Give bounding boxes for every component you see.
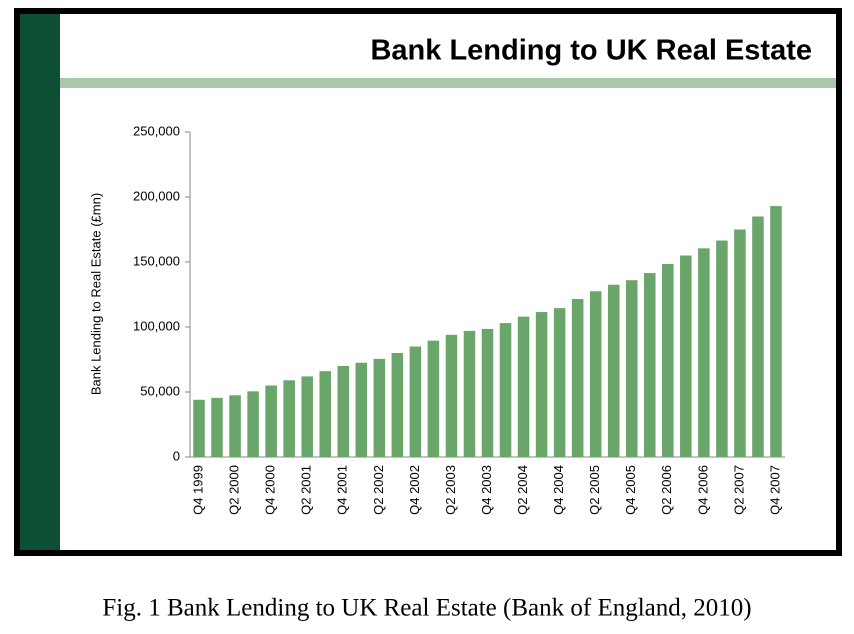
bar <box>355 362 368 457</box>
bar <box>409 346 422 457</box>
bar <box>211 397 223 457</box>
x-tick-label: Q4 2005 <box>623 465 638 515</box>
x-tick-label: Q4 2002 <box>407 465 422 515</box>
x-tick-label: Q2 2003 <box>443 465 458 515</box>
bar <box>229 395 241 457</box>
y-tick-label: 50,000 <box>140 383 180 398</box>
chart-title: Bank Lending to UK Real Estate <box>370 35 812 67</box>
x-tick-label: Q2 2005 <box>587 465 602 515</box>
x-tick-label: Q4 2004 <box>551 465 566 515</box>
title-rule <box>60 78 836 88</box>
x-tick-label: Q2 2002 <box>371 465 386 515</box>
bar <box>698 248 710 457</box>
bar <box>607 284 620 457</box>
side-stripe <box>20 14 60 550</box>
x-tick-label: Q4 2001 <box>335 465 350 515</box>
y-tick-label: 100,000 <box>133 318 180 333</box>
bar <box>445 334 458 457</box>
bar <box>193 399 205 457</box>
y-tick-label: 0 <box>173 448 180 463</box>
bar <box>265 385 277 457</box>
bar <box>463 330 476 457</box>
x-tick-label: Q4 2007 <box>767 465 782 515</box>
x-tick-label: Q2 2007 <box>731 465 746 515</box>
y-axis-label: Bank Lending to Real Estate (£mn) <box>88 193 103 395</box>
x-tick-label: Q2 2001 <box>299 465 314 515</box>
y-tick-label: 150,000 <box>133 253 180 268</box>
bar <box>734 229 746 457</box>
bar <box>283 380 295 457</box>
bar <box>337 366 350 457</box>
caption: Fig. 1 Bank Lending to UK Real Estate (B… <box>102 595 751 622</box>
bar <box>752 216 764 457</box>
x-tick-label: Q2 2004 <box>515 465 530 515</box>
bar <box>662 263 674 457</box>
x-tick-label: Q2 2000 <box>227 465 242 515</box>
x-tick-label: Q4 1999 <box>190 465 205 515</box>
bar <box>589 291 602 457</box>
bar <box>571 299 584 457</box>
x-tick-label: Q4 2003 <box>479 465 494 515</box>
bar <box>680 255 692 457</box>
bar <box>373 358 386 457</box>
bar <box>319 371 331 457</box>
bar <box>535 312 548 457</box>
bar <box>517 316 530 457</box>
x-tick-label: Q4 2006 <box>695 465 710 515</box>
bar <box>625 280 638 457</box>
bar <box>553 308 566 457</box>
y-tick-label: 250,000 <box>133 123 180 138</box>
x-tick-label: Q2 2006 <box>659 465 674 515</box>
bar <box>427 340 440 457</box>
x-tick-label: Q4 2000 <box>263 465 278 515</box>
y-tick-label: 200,000 <box>133 188 180 203</box>
bar <box>247 391 259 457</box>
bar <box>770 206 782 457</box>
bar <box>716 240 728 457</box>
bar <box>391 353 404 457</box>
bar <box>499 323 512 457</box>
bar <box>301 376 313 457</box>
bar <box>481 328 494 457</box>
slide <box>20 14 836 550</box>
bar <box>644 273 656 457</box>
